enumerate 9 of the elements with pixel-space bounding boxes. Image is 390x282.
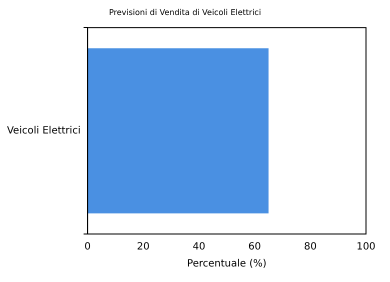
x-tick-label: 0 bbox=[84, 242, 91, 253]
x-tick-label: 80 bbox=[304, 242, 317, 253]
y-tick-label: Veicoli Elettrici bbox=[6, 125, 81, 136]
chart-title: Previsioni di Vendita di Veicoli Elettrici bbox=[108, 8, 262, 17]
x-axis-title: Percentuale (%) bbox=[187, 258, 267, 270]
x-tick-label: 20 bbox=[136, 242, 150, 253]
x-tick-label: 60 bbox=[248, 242, 262, 253]
x-tick-label: 40 bbox=[192, 242, 206, 253]
x-tick-label: 100 bbox=[356, 242, 376, 253]
